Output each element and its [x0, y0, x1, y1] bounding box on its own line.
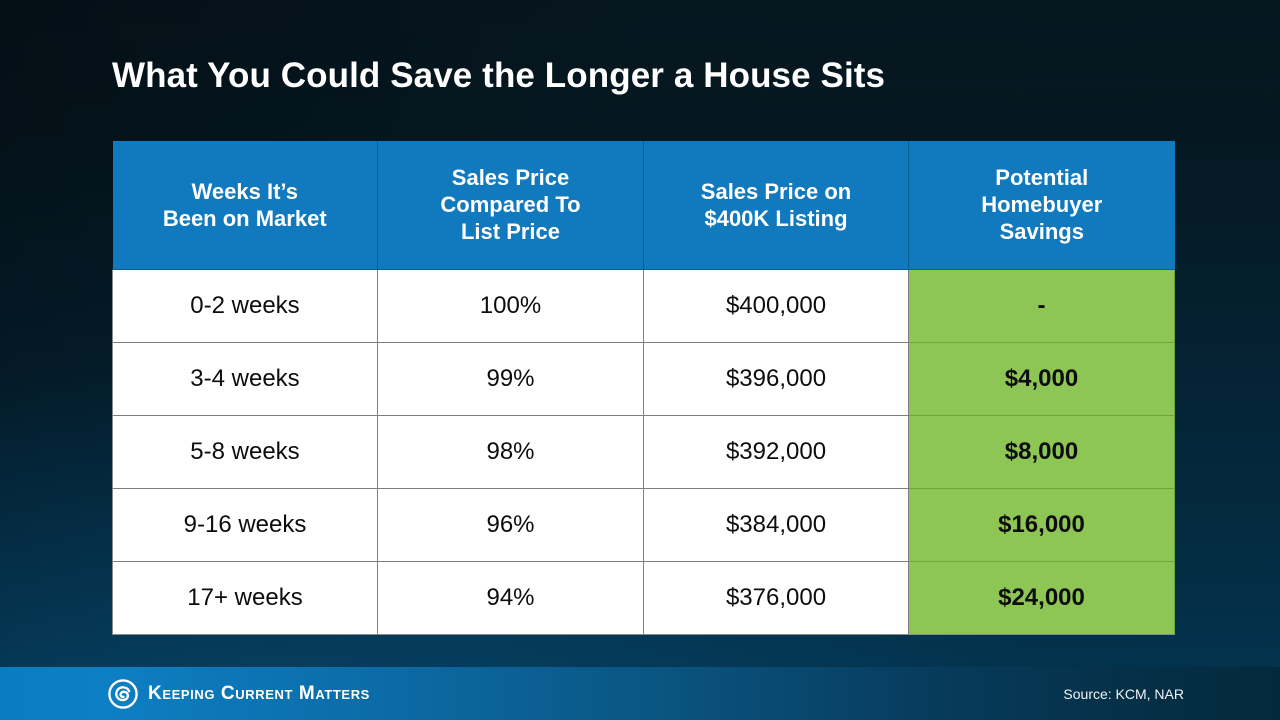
cell-price-vs-list: 98% — [377, 414, 644, 489]
table-body: 0-2 weeks 100% $400,000 - 3-4 weeks 99% … — [112, 268, 1175, 635]
column-header-sales-price-400k: Sales Price on $400K Listing — [643, 141, 909, 270]
cell-sale-price: $392,000 — [643, 414, 909, 489]
footer-bar: Keeping Current Matters Source: KCM, NAR — [0, 667, 1280, 720]
cell-sale-price: $384,000 — [643, 487, 909, 562]
cell-savings: - — [908, 268, 1175, 343]
cell-sale-price: $400,000 — [643, 268, 909, 343]
source-note: Source: KCM, NAR — [1063, 685, 1184, 702]
cell-sale-price: $396,000 — [643, 341, 909, 416]
cell-savings: $24,000 — [908, 560, 1175, 635]
page-title: What You Could Save the Longer a House S… — [112, 56, 886, 95]
cell-price-vs-list: 96% — [377, 487, 644, 562]
table-row: 3-4 weeks 99% $396,000 $4,000 — [112, 341, 1175, 416]
cell-weeks: 3-4 weeks — [112, 341, 378, 416]
cell-price-vs-list: 94% — [377, 560, 644, 635]
table-row: 17+ weeks 94% $376,000 $24,000 — [112, 560, 1175, 635]
table-header-row: Weeks It’s Been on Market Sales Price Comp… — [112, 141, 1175, 270]
table-row: 5-8 weeks 98% $392,000 $8,000 — [112, 414, 1175, 489]
table-header: Weeks It’s Been on Market Sales Price Comp… — [112, 141, 1175, 270]
cell-savings: $16,000 — [908, 487, 1175, 562]
column-header-weeks-on-market: Weeks It’s Been on Market — [112, 141, 378, 270]
column-header-sales-price-vs-list: Sales Price Compared To List Price — [377, 141, 644, 270]
cell-savings: $8,000 — [908, 414, 1175, 489]
cell-weeks: 9-16 weeks — [112, 487, 378, 562]
column-header-potential-savings: Potential Homebuyer Savings — [908, 141, 1175, 270]
cell-weeks: 17+ weeks — [112, 560, 378, 635]
cell-savings: $4,000 — [908, 341, 1175, 416]
brand-wordmark: Keeping Current Matters — [148, 682, 370, 704]
spiral-circle-icon — [108, 678, 138, 709]
cell-price-vs-list: 99% — [377, 341, 644, 416]
table-row: 9-16 weeks 96% $384,000 $16,000 — [112, 487, 1175, 562]
cell-weeks: 0-2 weeks — [112, 268, 378, 343]
cell-sale-price: $376,000 — [643, 560, 909, 635]
cell-price-vs-list: 100% — [377, 268, 644, 343]
cell-weeks: 5-8 weeks — [112, 414, 378, 489]
table-row: 0-2 weeks 100% $400,000 - — [112, 268, 1175, 343]
savings-table: Weeks It’s Been on Market Sales Price Comp… — [112, 141, 1175, 635]
brand-logo: Keeping Current Matters — [108, 678, 370, 709]
